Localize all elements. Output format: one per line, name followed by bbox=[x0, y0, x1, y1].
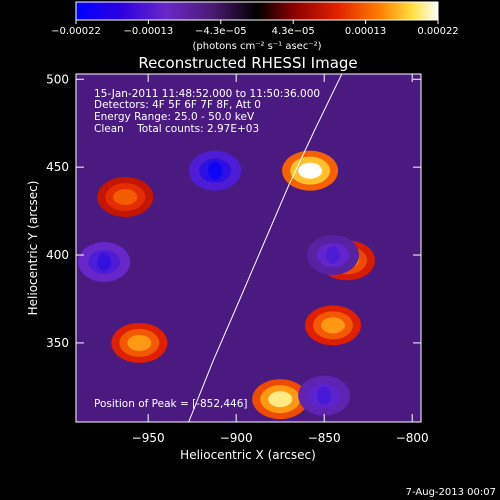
peak-position-label: Position of Peak = [-852,446] bbox=[94, 398, 248, 410]
x-tick-label: −800 bbox=[396, 431, 429, 445]
x-tick-label: −950 bbox=[132, 431, 165, 445]
intensity-blob bbox=[317, 386, 332, 405]
y-axis-label: Heliocentric Y (arcsec) bbox=[26, 181, 40, 316]
intensity-blob bbox=[325, 246, 340, 265]
solar-limb-curve bbox=[188, 74, 343, 422]
colorbar-tick-label: 4.3e−05 bbox=[272, 26, 315, 37]
detectors-annotation: Detectors: 4F 5F 6F 7F 8F, Att 0 bbox=[94, 99, 261, 111]
y-tick-label: 450 bbox=[46, 160, 69, 174]
intensity-blob bbox=[208, 161, 223, 180]
intensity-blob bbox=[97, 253, 112, 272]
intensity-blobs bbox=[78, 150, 376, 420]
colorbar-ticks: −0.00022 −0.00013 −4.3e−05 4.3e−05 0.00013 0.… bbox=[51, 20, 459, 37]
footer-date: 7-Aug-2013 00:07 bbox=[406, 487, 496, 498]
intensity-blob bbox=[127, 334, 152, 351]
colorbar-unit-label: (photons cm⁻² s⁻¹ asec⁻²) bbox=[192, 41, 321, 52]
y-tick-label: 500 bbox=[46, 72, 69, 86]
clean-counts-annotation: Clean Total counts: 2.97E+03 bbox=[94, 123, 259, 135]
intensity-blob bbox=[268, 391, 293, 408]
intensity-blob bbox=[298, 162, 323, 179]
energy-range-annotation: Energy Range: 25.0 - 50.0 keV bbox=[94, 111, 255, 123]
chart-title: Reconstructed RHESSI Image bbox=[138, 54, 357, 72]
image-field bbox=[78, 74, 376, 422]
colorbar-gradient bbox=[75, 1, 439, 21]
x-tick-label: −900 bbox=[220, 431, 253, 445]
intensity-blob bbox=[113, 189, 138, 206]
y-tick-label: 350 bbox=[46, 336, 69, 350]
time-range-annotation: 15-Jan-2011 11:48:52.000 to 11:50:36.000 bbox=[94, 88, 320, 100]
plot-frame bbox=[75, 73, 422, 423]
colorbar-tick-label: −0.00022 bbox=[51, 26, 101, 37]
colorbar-tick-label: 0.00013 bbox=[345, 26, 386, 37]
y-axis-ticks: 350 400 450 500 bbox=[46, 72, 421, 350]
colorbar: −0.00022 −0.00013 −4.3e−05 4.3e−05 0.00013 0.… bbox=[51, 1, 459, 52]
colorbar-tick-label: −4.3e−05 bbox=[195, 26, 247, 37]
y-tick-label: 400 bbox=[46, 248, 69, 262]
intensity-blob bbox=[320, 317, 345, 334]
colorbar-tick-label: −0.00013 bbox=[124, 26, 174, 37]
colorbar-tick-label: 0.00022 bbox=[417, 26, 458, 37]
x-axis-ticks: −950 −900 −850 −800 bbox=[132, 74, 429, 445]
x-axis-label: Heliocentric X (arcsec) bbox=[180, 448, 316, 462]
x-tick-label: −850 bbox=[308, 431, 341, 445]
